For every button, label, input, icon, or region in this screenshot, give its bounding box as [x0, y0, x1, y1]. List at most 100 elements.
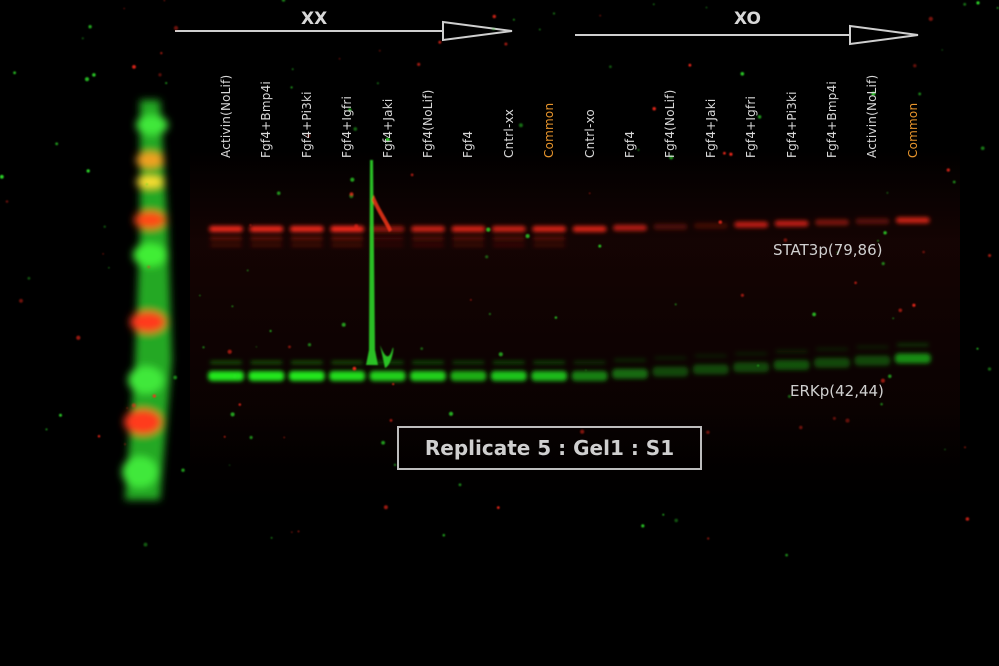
speckle [987, 367, 992, 371]
speckle [123, 7, 125, 10]
speckle [525, 234, 530, 239]
speckle [513, 18, 515, 21]
stat3p-band-lane-12 [653, 223, 688, 230]
replicate-label: Replicate 5 : Gel1 : S1 [397, 426, 702, 470]
speckle [669, 155, 674, 160]
speckle [470, 299, 472, 301]
speckle [290, 86, 293, 89]
speckle [163, 0, 166, 2]
speckle [599, 14, 602, 17]
speckle [757, 364, 760, 367]
lane-label-14: Fgf4+Igfri [744, 95, 759, 158]
speckle [126, 407, 128, 409]
erkp-band-lane-17 [854, 345, 891, 366]
stat3p-band-lane-2 [249, 226, 284, 247]
speckle [173, 375, 178, 380]
speckle [883, 231, 887, 235]
speckle [19, 298, 23, 303]
speckle [255, 346, 258, 348]
background-speckles [0, 0, 999, 557]
speckle [845, 418, 850, 423]
speckle [97, 435, 101, 438]
stat3p-bands [209, 217, 930, 247]
speckle [381, 440, 385, 445]
speckle [609, 65, 612, 69]
speckle [580, 429, 585, 434]
speckle [941, 49, 943, 51]
erkp-band-lane-9 [531, 361, 568, 381]
speckle [496, 506, 500, 509]
speckle [485, 255, 489, 259]
speckle [338, 57, 341, 60]
stat3p-band-lane-13 [693, 222, 728, 229]
protein-ladder [122, 100, 172, 500]
speckle [84, 77, 90, 82]
speckle [637, 149, 640, 151]
speckle [145, 183, 149, 186]
speckle [964, 446, 966, 449]
speckle [740, 293, 744, 297]
speckle [228, 464, 231, 466]
speckle [173, 25, 179, 31]
speckle [980, 146, 985, 151]
erkp-band-lane-8 [490, 361, 527, 381]
speckle [812, 312, 816, 317]
speckle [912, 303, 916, 307]
erkp-band-lane-13 [692, 354, 729, 375]
speckle [281, 0, 286, 2]
speckle [348, 108, 352, 112]
speckle [152, 394, 156, 398]
speckle [103, 225, 106, 228]
speckle [718, 220, 723, 224]
speckle [438, 40, 442, 44]
lane-label-11: Fgf4 [623, 130, 637, 158]
speckle [238, 403, 242, 406]
speckle [976, 347, 979, 350]
erkp-band-lane-15 [773, 350, 810, 370]
stat3p-band-lane-18 [895, 217, 930, 224]
membrane-haze [190, 150, 960, 520]
speckle [199, 294, 201, 297]
lane-label-2: Fgf4+Bmp4i [259, 81, 274, 158]
lane-label-7: Fgf4 [461, 130, 476, 158]
speckle [585, 369, 587, 371]
speckle [392, 383, 395, 386]
speckle [230, 412, 235, 417]
lane-label-10: Cntrl-xo [582, 109, 597, 158]
speckle [674, 518, 679, 523]
speckle [832, 416, 836, 420]
speckle [492, 27, 495, 31]
speckle [123, 443, 127, 446]
speckle [757, 115, 762, 119]
speckle [307, 343, 312, 347]
speckle [349, 192, 354, 197]
speckle [202, 346, 205, 349]
speckle [132, 65, 136, 69]
speckle [486, 227, 491, 232]
speckle [538, 28, 541, 31]
speckle [81, 37, 84, 40]
stat3p-band-lane-10 [572, 226, 607, 232]
speckle [389, 419, 393, 422]
speckle [92, 73, 96, 77]
lane-label-15: Fgf4+Pi3ki [784, 91, 799, 158]
speckle [662, 513, 665, 516]
stat3p-band-lane-15 [774, 220, 809, 227]
speckle [913, 64, 917, 68]
speckle [880, 403, 883, 406]
speckle [498, 352, 503, 357]
speckle [227, 349, 232, 354]
speckle [420, 347, 424, 350]
lane-label-4: Fgf4+Igfri [340, 95, 355, 158]
speckle [946, 168, 950, 172]
speckle [952, 180, 956, 184]
speckle [376, 82, 379, 85]
speckle [378, 49, 381, 52]
speckle [246, 269, 249, 272]
speckle [350, 177, 355, 182]
speckle [880, 378, 885, 383]
speckle [898, 308, 903, 313]
speckle [341, 322, 346, 327]
speckle [283, 436, 285, 439]
